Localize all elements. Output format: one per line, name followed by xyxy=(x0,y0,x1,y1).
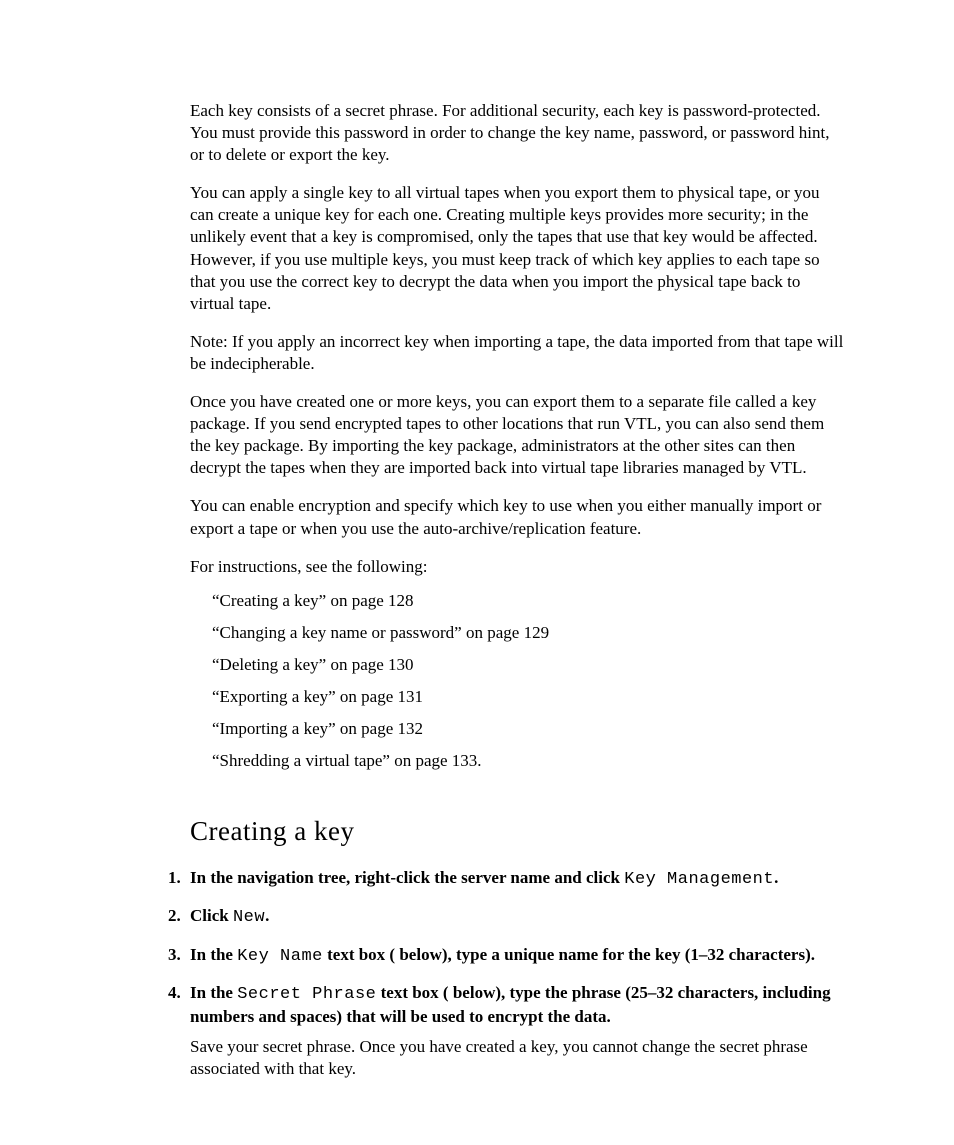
ui-literal: Key Management xyxy=(624,870,774,889)
step-note: Save your secret phrase. Once you have c… xyxy=(190,1036,844,1080)
steps-list: In the navigation tree, right-click the … xyxy=(172,867,844,1080)
step-item: Click New. xyxy=(172,905,844,929)
document-page: Each key consists of a secret phrase. Fo… xyxy=(0,0,954,1145)
reference-link: “Importing a key” on page 132 xyxy=(212,718,844,740)
step-text: . xyxy=(265,906,269,925)
section-heading: Creating a key xyxy=(190,814,844,849)
reference-list: “Creating a key” on page 128 “Changing a… xyxy=(190,590,844,773)
ui-literal: New xyxy=(233,908,265,927)
reference-link: “Creating a key” on page 128 xyxy=(212,590,844,612)
step-item: In the navigation tree, right-click the … xyxy=(172,867,844,891)
paragraph: Note: If you apply an incorrect key when… xyxy=(190,331,844,375)
paragraph: You can enable encryption and specify wh… xyxy=(190,495,844,539)
step-item: In the Key Name text box ( below), type … xyxy=(172,944,844,968)
paragraph: Each key consists of a secret phrase. Fo… xyxy=(190,100,844,166)
reference-link: “Deleting a key” on page 130 xyxy=(212,654,844,676)
step-text: . xyxy=(774,868,778,887)
ui-literal: Key Name xyxy=(237,947,323,966)
paragraph: Once you have created one or more keys, … xyxy=(190,391,844,479)
reference-link: “Shredding a virtual tape” on page 133. xyxy=(212,750,844,772)
step-text: text box ( below), type a unique name fo… xyxy=(323,945,815,964)
step-text: Click xyxy=(190,906,233,925)
ui-literal: Secret Phrase xyxy=(237,985,376,1004)
step-item: In the Secret Phrase text box ( below), … xyxy=(172,982,844,1080)
reference-link: “Exporting a key” on page 131 xyxy=(212,686,844,708)
step-text: In the xyxy=(190,983,237,1002)
paragraph: For instructions, see the following: xyxy=(190,556,844,578)
paragraph: You can apply a single key to all virtua… xyxy=(190,182,844,315)
reference-link: “Changing a key name or password” on pag… xyxy=(212,622,844,644)
step-text: In the xyxy=(190,945,237,964)
step-text: In the navigation tree, right-click the … xyxy=(190,868,624,887)
